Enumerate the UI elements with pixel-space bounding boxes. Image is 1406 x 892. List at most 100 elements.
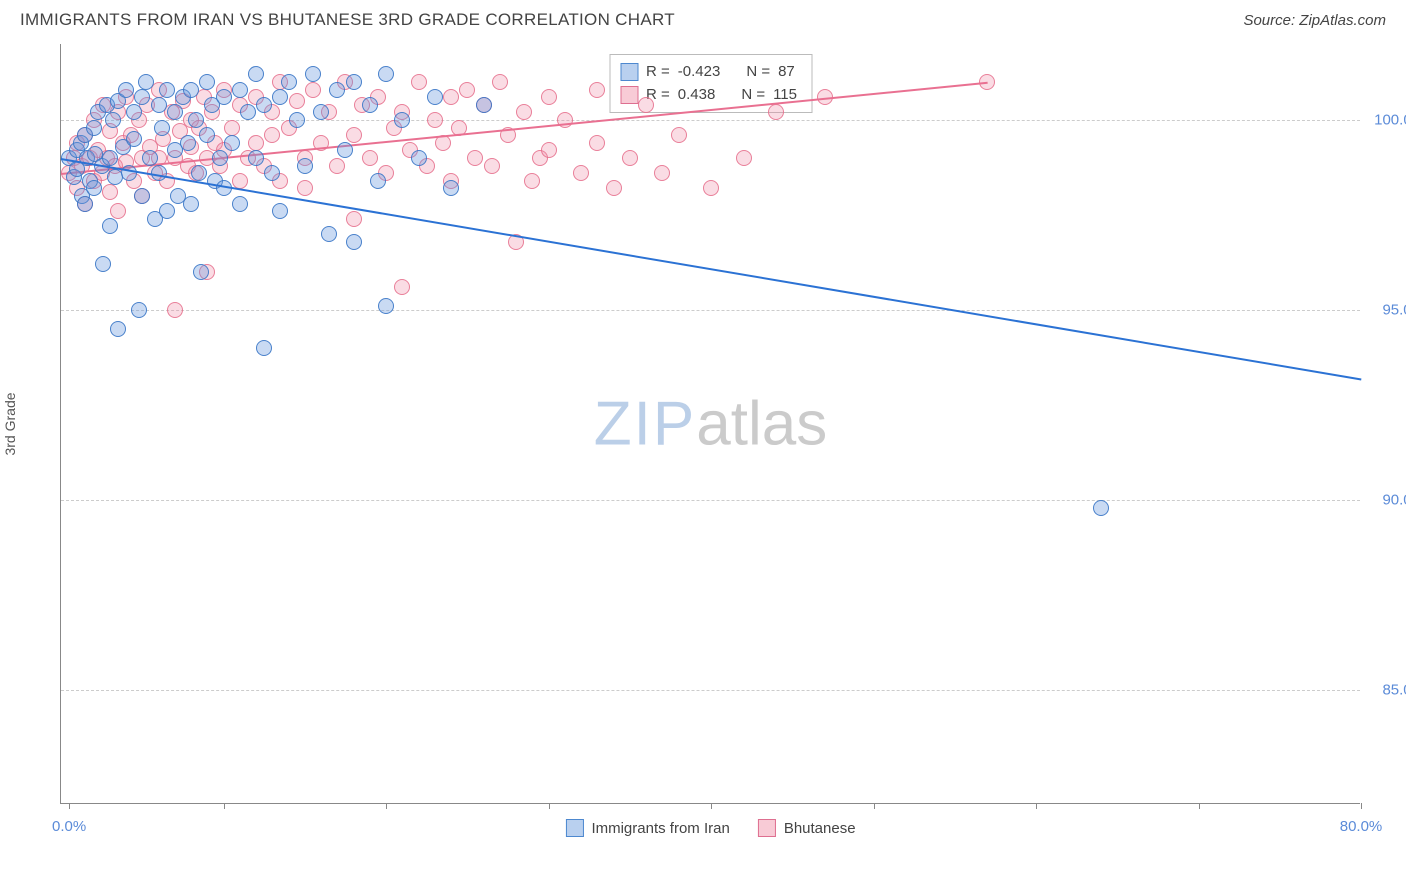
scatter-point [411, 150, 427, 166]
legend-label: Immigrants from Iran [591, 820, 729, 837]
gridline [61, 500, 1360, 501]
scatter-point [199, 127, 215, 143]
scatter-point [167, 104, 183, 120]
scatter-point [346, 127, 362, 143]
scatter-point [297, 180, 313, 196]
scatter-point [516, 104, 532, 120]
x-tick [1361, 803, 1362, 809]
scatter-point [105, 112, 121, 128]
scatter-point [131, 302, 147, 318]
scatter-point [224, 120, 240, 136]
x-tick [549, 803, 550, 809]
scatter-point [281, 74, 297, 90]
scatter-point [167, 302, 183, 318]
scatter-point [768, 104, 784, 120]
scatter-point [346, 234, 362, 250]
scatter-point [671, 127, 687, 143]
y-tick-label: 90.0% [1365, 492, 1406, 509]
scatter-point [321, 226, 337, 242]
scatter-point [378, 298, 394, 314]
chart-header: IMMIGRANTS FROM IRAN VS BHUTANESE 3RD GR… [0, 0, 1406, 34]
scatter-point [134, 188, 150, 204]
x-tick [224, 803, 225, 809]
x-tick [386, 803, 387, 809]
swatch-icon [565, 819, 583, 837]
legend-label: Bhutanese [784, 820, 856, 837]
scatter-point [183, 82, 199, 98]
n-label: N = [741, 84, 765, 107]
scatter-point [159, 82, 175, 98]
scatter-point [1093, 500, 1109, 516]
scatter-point [443, 180, 459, 196]
scatter-point [95, 256, 111, 272]
scatter-point [102, 150, 118, 166]
y-tick-label: 85.0% [1365, 682, 1406, 699]
scatter-point [305, 82, 321, 98]
scatter-point [459, 82, 475, 98]
scatter-point [394, 279, 410, 295]
x-tick [874, 803, 875, 809]
gridline [61, 310, 1360, 311]
x-tick-label: 80.0% [1340, 818, 1383, 835]
plot-area: ZIPatlas R = -0.423 N = 87 R = 0.438 N =… [60, 44, 1360, 804]
scatter-point [492, 74, 508, 90]
scatter-point [411, 74, 427, 90]
scatter-point [541, 142, 557, 158]
scatter-point [329, 82, 345, 98]
scatter-point [256, 97, 272, 113]
scatter-point [151, 97, 167, 113]
scatter-point [77, 196, 93, 212]
scatter-point [654, 165, 670, 181]
r-value: 0.438 [678, 84, 716, 107]
scatter-point [524, 173, 540, 189]
scatter-point [216, 89, 232, 105]
x-tick [1199, 803, 1200, 809]
scatter-point [443, 89, 459, 105]
scatter-point [589, 82, 605, 98]
n-value: 87 [778, 61, 795, 84]
legend-item-bhutanese: Bhutanese [758, 819, 856, 837]
series-legend: Immigrants from Iran Bhutanese [565, 819, 855, 837]
scatter-point [394, 112, 410, 128]
scatter-point [248, 66, 264, 82]
chart-area: 3rd Grade ZIPatlas R = -0.423 N = 87 R =… [20, 44, 1386, 804]
scatter-point [102, 184, 118, 200]
scatter-point [212, 150, 228, 166]
watermark-zip: ZIP [594, 389, 696, 458]
scatter-point [110, 321, 126, 337]
scatter-point [188, 112, 204, 128]
scatter-point [427, 89, 443, 105]
scatter-point [362, 150, 378, 166]
scatter-point [736, 150, 752, 166]
scatter-point [476, 97, 492, 113]
scatter-point [126, 131, 142, 147]
y-axis-label: 3rd Grade [2, 392, 18, 455]
scatter-point [183, 196, 199, 212]
scatter-point [232, 196, 248, 212]
scatter-point [232, 82, 248, 98]
scatter-point [86, 120, 102, 136]
scatter-point [248, 135, 264, 151]
gridline [61, 690, 1360, 691]
chart-source: Source: ZipAtlas.com [1243, 12, 1386, 29]
scatter-point [329, 158, 345, 174]
scatter-point [297, 158, 313, 174]
scatter-point [193, 264, 209, 280]
scatter-point [272, 203, 288, 219]
scatter-point [378, 66, 394, 82]
scatter-point [142, 150, 158, 166]
stats-legend-row: R = -0.423 N = 87 [620, 61, 797, 84]
scatter-point [256, 340, 272, 356]
scatter-point [134, 89, 150, 105]
scatter-point [118, 82, 134, 98]
scatter-point [224, 135, 240, 151]
y-tick-label: 95.0% [1365, 302, 1406, 319]
scatter-point [159, 203, 175, 219]
scatter-point [107, 169, 123, 185]
scatter-point [313, 104, 329, 120]
x-tick-label: 0.0% [52, 818, 86, 835]
scatter-point [289, 112, 305, 128]
scatter-point [121, 165, 137, 181]
scatter-point [110, 203, 126, 219]
r-label: R = [646, 61, 670, 84]
